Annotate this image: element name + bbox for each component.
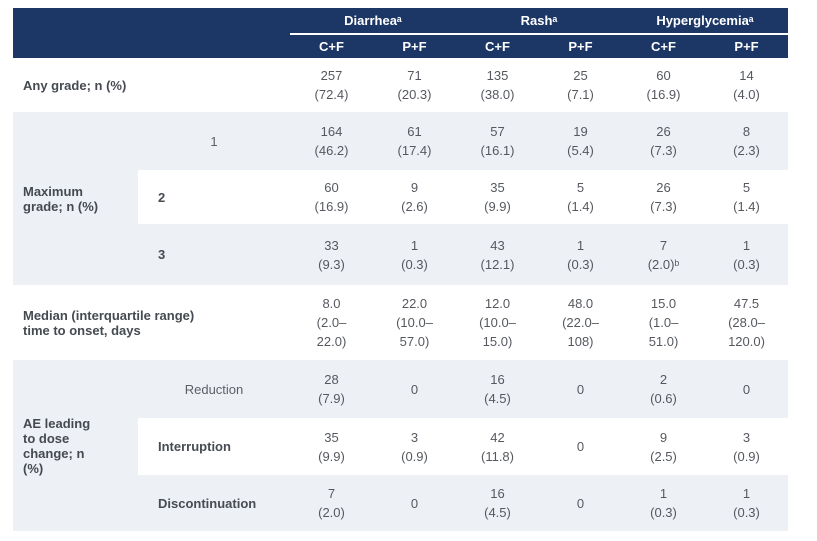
data-cell: 0: [539, 360, 623, 418]
header-corner-cell: [13, 8, 290, 58]
sub-label-grade-3: 3: [138, 224, 290, 285]
data-cell: 7 (2.0): [290, 475, 373, 531]
data-cell: 1 (0.3): [622, 475, 706, 531]
data-cell: 1 (0.3): [705, 224, 789, 285]
row-label-any-grade: Any grade; n (%): [13, 58, 290, 112]
row-dose-interruption: Interruption 35 (9.9) 3 (0.9) 42 (11.8) …: [13, 418, 789, 475]
data-cell: 3 (0.9): [373, 418, 456, 475]
data-cell: 71 (20.3): [373, 58, 456, 112]
data-cell: 7 (2.0)ᵇ: [622, 224, 706, 285]
data-cell: 22.0 (10.0– 57.0): [373, 285, 456, 360]
data-cell: 8 (2.3): [705, 112, 789, 170]
data-cell: 9 (2.6): [373, 170, 456, 224]
data-cell: 0: [539, 418, 623, 475]
row-label-maximum-grade: Maximum grade; n (%): [13, 112, 138, 285]
data-cell: 61 (17.4): [373, 112, 456, 170]
subcolumn-header-row: C+F P+F C+F P+F C+F P+F: [13, 34, 789, 58]
data-cell: 60 (16.9): [622, 58, 706, 112]
data-cell: 16 (4.5): [456, 475, 539, 531]
data-cell: 3 (0.9): [705, 418, 789, 475]
sub-label-reduction: Reduction: [138, 360, 290, 418]
data-cell: 135 (38.0): [456, 58, 539, 112]
data-cell: 16 (4.5): [456, 360, 539, 418]
subcol-hyper-pf: P+F: [705, 34, 789, 58]
data-cell: 15.0 (1.0– 51.0): [622, 285, 706, 360]
data-cell: 257 (72.4): [290, 58, 373, 112]
data-cell: 25 (7.1): [539, 58, 623, 112]
data-cell: 26 (7.3): [622, 170, 706, 224]
data-cell: 43 (12.1): [456, 224, 539, 285]
row-max-grade-3: 3 33 (9.3) 1 (0.3) 43 (12.1) 1 (0.3) 7 (…: [13, 224, 789, 285]
subcol-diarrhea-pf: P+F: [373, 34, 456, 58]
data-cell: 35 (9.9): [290, 418, 373, 475]
adverse-events-table: Diarrheaᵃ Rashᵃ Hyperglycemiaᵃ C+F P+F C…: [13, 8, 789, 531]
row-dose-reduction: AE leading to dose change; n (%) Reducti…: [13, 360, 789, 531]
row-max-grade-2: 2 60 (16.9) 9 (2.6) 35 (9.9) 5 (1.4) 26 …: [13, 170, 789, 224]
data-cell: 48.0 (22.0– 108): [539, 285, 623, 360]
data-cell: 19 (5.4): [539, 112, 623, 170]
data-cell: 47.5 (28.0– 120.0): [705, 285, 789, 360]
data-cell: 8.0 (2.0– 22.0): [290, 285, 373, 360]
row-median-onset: Median (interquartile range) time to ons…: [13, 285, 789, 360]
data-cell: 5 (1.4): [705, 170, 789, 224]
group-header-hyperglycemia: Hyperglycemiaᵃ: [622, 8, 789, 35]
row-label-ae-dose-change: AE leading to dose change; n (%): [13, 360, 138, 531]
data-cell: 60 (16.9): [290, 170, 373, 224]
data-cell: 1 (0.3): [539, 224, 623, 285]
data-cell: 5 (1.4): [539, 170, 623, 224]
data-cell: 42 (11.8): [456, 418, 539, 475]
group-header-row: Diarrheaᵃ Rashᵃ Hyperglycemiaᵃ: [13, 8, 789, 58]
row-dose-discontinuation: Discontinuation 7 (2.0) 0 16 (4.5) 0 1 (…: [13, 475, 789, 531]
row-any-grade: Any grade; n (%) 257 (72.4) 71 (20.3) 13…: [13, 58, 789, 112]
row-label-median-onset: Median (interquartile range) time to ons…: [13, 285, 290, 360]
data-cell: 35 (9.9): [456, 170, 539, 224]
subcol-hyper-cf: C+F: [622, 34, 706, 58]
group-header-rash: Rashᵃ: [456, 8, 623, 35]
table-header: Diarrheaᵃ Rashᵃ Hyperglycemiaᵃ C+F P+F C…: [13, 8, 789, 58]
data-cell: 2 (0.6): [622, 360, 706, 418]
subcol-rash-cf: C+F: [456, 34, 539, 58]
data-cell: 33 (9.3): [290, 224, 373, 285]
sub-label-interruption: Interruption: [138, 418, 290, 475]
data-cell: 28 (7.9): [290, 360, 373, 418]
sub-label-grade-2: 2: [138, 170, 290, 224]
sub-label-grade-1: 1: [138, 112, 290, 170]
data-cell: 1 (0.3): [373, 224, 456, 285]
data-cell: 1 (0.3): [705, 475, 789, 531]
sub-label-discontinuation: Discontinuation: [138, 475, 290, 531]
data-cell: 26 (7.3): [622, 112, 706, 170]
data-cell: 0: [705, 360, 789, 418]
subcol-diarrhea-cf: C+F: [290, 34, 373, 58]
group-header-diarrhea: Diarrheaᵃ: [290, 8, 456, 35]
data-cell: 164 (46.2): [290, 112, 373, 170]
data-cell: 0: [539, 475, 623, 531]
data-cell: 0: [373, 360, 456, 418]
subcol-rash-pf: P+F: [539, 34, 623, 58]
data-cell: 57 (16.1): [456, 112, 539, 170]
data-cell: 9 (2.5): [622, 418, 706, 475]
data-cell: 0: [373, 475, 456, 531]
data-cell: 12.0 (10.0– 15.0): [456, 285, 539, 360]
data-cell: 14 (4.0): [705, 58, 789, 112]
row-max-grade-1: Maximum grade; n (%) 1 164 (46.2) 61 (17…: [13, 112, 789, 285]
